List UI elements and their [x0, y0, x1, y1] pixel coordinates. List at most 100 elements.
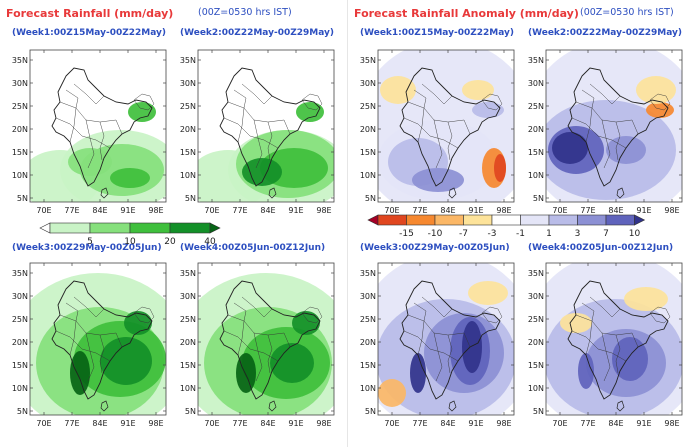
- lon-tick-label: 84E: [92, 206, 107, 215]
- lat-tick-label: 25N: [360, 102, 376, 111]
- lat-tick-label: 30N: [12, 292, 28, 301]
- lat-tick-label: 20N: [12, 338, 28, 347]
- colorbar-segment: [520, 214, 550, 226]
- colorbar-tick-label: 10: [629, 229, 641, 239]
- lat-tick-label: 15N: [180, 148, 196, 157]
- anomaly-week4-label: (Week4:00Z05Jun-00Z12Jun): [528, 243, 674, 253]
- rainfall-week1-map: 35N 30N 25N 20N 15N 10N 5N 70E 77E 84E 91E 98E: [4, 46, 172, 228]
- lon-tick-label: 84E: [440, 206, 455, 215]
- rainfall-title: Forecast Rainfall (mm/day): [6, 7, 174, 20]
- lat-tick-label: 30N: [360, 292, 376, 301]
- lon-tick-label: 77E: [412, 419, 427, 428]
- rainfall-week2-map: 35N 30N 25N 20N 15N 10N 5N 70E 77E 84E 91E 98E: [172, 46, 340, 228]
- colorbar-segment: [367, 214, 379, 226]
- lat-tick-label: 15N: [528, 148, 544, 157]
- lon-tick-label: 91E: [468, 419, 483, 428]
- lat-tick-label: 30N: [528, 79, 544, 88]
- colorbar-tick-label: 10: [124, 237, 136, 247]
- lat-tick-label: 35N: [360, 56, 376, 65]
- lat-tick-label: 15N: [12, 148, 28, 157]
- lat-tick-label: 35N: [360, 269, 376, 278]
- lat-tick-label: 35N: [180, 56, 196, 65]
- lat-tick-label: 20N: [360, 125, 376, 134]
- lat-tick-label: 20N: [12, 125, 28, 134]
- colorbar-tick-label: -7: [459, 229, 468, 239]
- lon-tick-label: 70E: [204, 206, 219, 215]
- colorbar-segment: [406, 214, 436, 226]
- lon-tick-label: 84E: [260, 419, 275, 428]
- colorbar-segment: [39, 222, 51, 234]
- lon-tick-label: 91E: [120, 206, 135, 215]
- lat-tick-label: 5N: [17, 407, 28, 416]
- colorbar-tick-label: -10: [428, 229, 443, 239]
- colorbar-segment: [89, 222, 131, 234]
- colorbar-tick-label: 7: [603, 229, 609, 239]
- rainfall-colorbar: 5 10 20 40: [38, 222, 222, 252]
- lon-tick-label: 84E: [608, 206, 623, 215]
- lat-tick-label: 5N: [533, 194, 544, 203]
- lon-tick-label: 77E: [232, 419, 247, 428]
- lon-tick-label: 84E: [260, 206, 275, 215]
- colorbar-tick-label: 3: [575, 229, 581, 239]
- rainfall-week4-label: (Week4:00Z05Jun-00Z12Jun): [180, 243, 326, 253]
- lon-tick-label: 91E: [468, 206, 483, 215]
- lat-tick-label: 10N: [180, 384, 196, 393]
- lat-tick-label: 15N: [360, 148, 376, 157]
- lon-tick-label: 91E: [288, 419, 303, 428]
- lon-tick-label: 91E: [120, 419, 135, 428]
- lat-tick-label: 5N: [533, 407, 544, 416]
- lat-tick-label: 10N: [360, 171, 376, 180]
- lat-tick-label: 10N: [360, 384, 376, 393]
- rainfall-week3-label: (Week3:00Z29May-00Z05Jun): [12, 243, 162, 253]
- lat-tick-label: 15N: [180, 361, 196, 370]
- lat-tick-label: 30N: [180, 292, 196, 301]
- lat-tick-label: 15N: [360, 361, 376, 370]
- lat-tick-label: 20N: [528, 338, 544, 347]
- rainfall-week2-label: (Week2:00Z22May-00Z29May): [180, 28, 335, 38]
- lon-tick-label: 91E: [636, 419, 651, 428]
- colorbar-segment: [577, 214, 607, 226]
- anomaly-title: Forecast Rainfall Anomaly (mm/day): [354, 7, 579, 20]
- lon-tick-label: 98E: [316, 206, 331, 215]
- lat-tick-label: 25N: [12, 315, 28, 324]
- anomaly-week1-map: 35N 30N 25N 20N 15N 10N 5N 70E 77E 84E 91E 98E: [352, 46, 520, 228]
- lat-tick-label: 5N: [365, 407, 376, 416]
- anomaly-time-note: (00Z=0530 hrs IST): [580, 7, 674, 18]
- colorbar-segment: [434, 214, 464, 226]
- colorbar-segment: [377, 214, 407, 226]
- lat-tick-label: 10N: [180, 171, 196, 180]
- colorbar-segment: [129, 222, 171, 234]
- forecast-rainfall-panel: Forecast Rainfall (mm/day) (00Z=0530 hrs…: [4, 0, 348, 447]
- colorbar-tick-label: 40: [204, 237, 216, 247]
- lon-tick-label: 70E: [552, 419, 567, 428]
- anomaly-colorbar: -15-10-7-3-11371015: [366, 214, 669, 244]
- lat-tick-label: 10N: [12, 384, 28, 393]
- rainfall-week4-map: 35N 30N 25N 20N 15N 10N 5N 70E 77E 84E 91E 98E: [172, 259, 340, 441]
- lat-tick-label: 10N: [528, 384, 544, 393]
- lat-tick-label: 20N: [180, 125, 196, 134]
- colorbar-segment: [605, 214, 635, 226]
- colorbar-tick-label: -3: [488, 229, 497, 239]
- forecast-anomaly-panel: Forecast Rainfall Anomaly (mm/day) (00Z=…: [348, 0, 696, 447]
- lat-tick-label: 30N: [528, 292, 544, 301]
- lon-tick-label: 77E: [64, 206, 79, 215]
- colorbar-segment: [49, 222, 91, 234]
- lat-tick-label: 5N: [365, 194, 376, 203]
- lat-tick-label: 30N: [180, 79, 196, 88]
- colorbar-segment: [548, 214, 578, 226]
- lon-tick-label: 98E: [148, 206, 163, 215]
- lon-tick-label: 98E: [496, 206, 511, 215]
- colorbar-segment: [209, 222, 221, 234]
- rainfall-week3-map: 35N 30N 25N 20N 15N 10N 5N 70E 77E 84E 91E 98E: [4, 259, 172, 441]
- anomaly-week2-map: 35N 30N 25N 20N 15N 10N 5N 70E 77E 84E 91E 98E: [520, 46, 688, 228]
- lon-tick-label: 84E: [440, 419, 455, 428]
- lon-tick-label: 91E: [636, 206, 651, 215]
- lon-tick-label: 98E: [148, 419, 163, 428]
- lon-tick-label: 77E: [64, 419, 79, 428]
- colorbar-segment: [463, 214, 493, 226]
- lon-tick-label: 77E: [580, 206, 595, 215]
- lat-tick-label: 15N: [12, 361, 28, 370]
- lat-tick-label: 15N: [528, 361, 544, 370]
- lat-tick-label: 25N: [180, 315, 196, 324]
- lat-tick-label: 35N: [12, 269, 28, 278]
